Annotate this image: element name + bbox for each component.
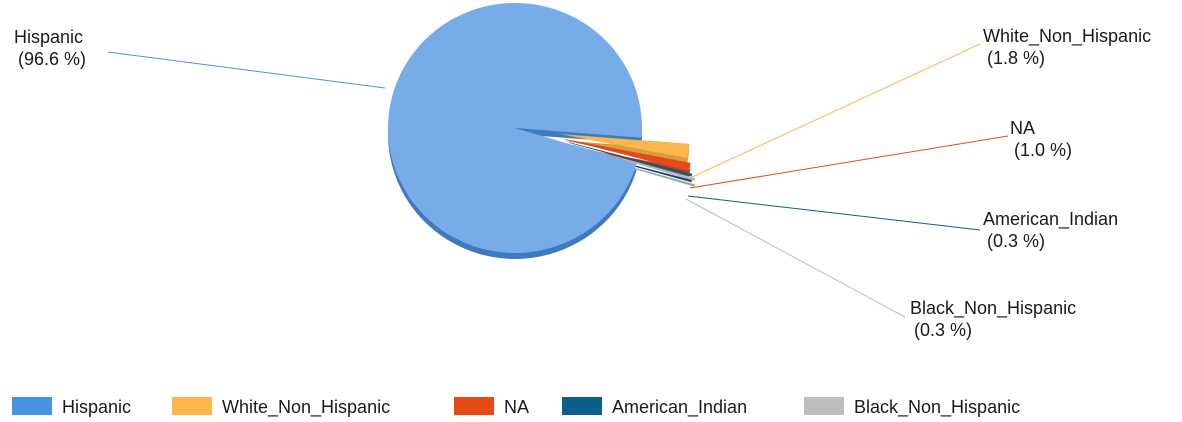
leader-line-hispanic xyxy=(107,51,386,89)
slice-percent-white-non-hispanic: (1.8 %) xyxy=(987,48,1045,68)
slice-label-american-indian: American_Indian xyxy=(983,209,1118,230)
legend-swatch-american-indian xyxy=(562,397,602,415)
slice-american-indian[interactable] xyxy=(569,142,693,177)
slice-percent-american-indian: (0.3 %) xyxy=(987,231,1045,251)
legend-swatch-na xyxy=(454,397,494,415)
slice-label-hispanic: Hispanic xyxy=(14,27,83,47)
slice-label-white-non-hispanic: White_Non_Hispanic xyxy=(983,26,1151,47)
leader-lines xyxy=(107,43,1009,318)
slice-percent-hispanic: (96.6 %) xyxy=(18,49,86,69)
leader-line-na xyxy=(689,135,1009,189)
legend-swatch-white-non-hispanic xyxy=(172,397,212,415)
slice-black-non-hispanic[interactable] xyxy=(572,144,696,181)
legend: Hispanic White_Non_Hispanic NA American_Ind… xyxy=(12,397,1020,418)
legend-item-american-indian[interactable]: American_Indian xyxy=(562,397,747,418)
slice-white-non-hispanic[interactable] xyxy=(562,134,690,159)
legend-label-hispanic: Hispanic xyxy=(62,397,131,417)
legend-item-white-non-hispanic[interactable]: White_Non_Hispanic xyxy=(172,397,390,418)
legend-label-black-non-hispanic: Black_Non_Hispanic xyxy=(854,397,1020,418)
leader-line-black-non-hispanic xyxy=(685,198,906,318)
legend-label-na: NA xyxy=(504,397,529,417)
slice-hispanic[interactable] xyxy=(388,2,643,253)
legend-item-black-non-hispanic[interactable]: Black_Non_Hispanic xyxy=(804,397,1020,418)
legend-label-white-non-hispanic: White_Non_Hispanic xyxy=(222,397,390,418)
pie-slices xyxy=(388,2,696,253)
slice-labels: Hispanic(96.6 %) White_Non_Hispanic(1.8 %… xyxy=(14,26,1151,340)
slice-percent-na: (1.0 %) xyxy=(1014,140,1072,160)
legend-swatch-black-non-hispanic xyxy=(804,397,844,415)
legend-item-na[interactable]: NA xyxy=(454,397,529,417)
legend-swatch-hispanic xyxy=(12,397,52,415)
slice-label-na: NA xyxy=(1010,118,1035,138)
legend-item-hispanic[interactable]: Hispanic xyxy=(12,397,131,417)
legend-label-american-indian: American_Indian xyxy=(612,397,747,418)
slice-percent-black-non-hispanic: (0.3 %) xyxy=(914,320,972,340)
leader-line-american-indian xyxy=(687,195,981,231)
slice-label-black-non-hispanic: Black_Non_Hispanic xyxy=(910,298,1076,319)
slice-na[interactable] xyxy=(565,139,691,172)
leader-line-white-non-hispanic xyxy=(689,43,981,179)
